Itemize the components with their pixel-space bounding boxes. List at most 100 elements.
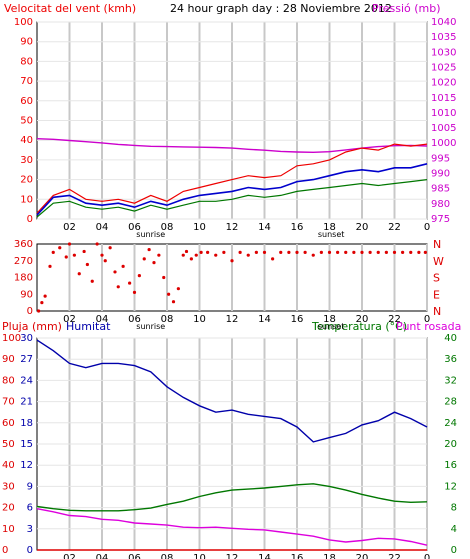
direction-point: [162, 275, 166, 280]
direction-point: [206, 250, 210, 254]
direction-point: [128, 281, 132, 285]
pressure-tick-label: 1005: [431, 123, 456, 134]
rain-tick-label: 80: [2, 375, 15, 386]
x-tick-label: 0: [424, 222, 430, 233]
x-tick-label: 02: [63, 553, 76, 559]
compass-label: S: [433, 272, 440, 285]
x-tick-label: 12: [226, 553, 239, 559]
wind-tick-label: 90: [20, 37, 33, 48]
pressure-tick-label: 1030: [431, 47, 456, 58]
x-tick-label: 22: [388, 553, 401, 559]
rain-tick-label: 10: [2, 524, 15, 535]
x-tick-label: 0: [424, 553, 430, 559]
direction-point: [384, 250, 388, 254]
temperature-tick-label: 20: [444, 439, 457, 450]
direction-point: [319, 250, 323, 254]
temperature-tick-label: 24: [444, 418, 457, 429]
x-tick-label: 20: [356, 222, 369, 233]
rain-axis-title: Pluja (mm): [2, 320, 62, 333]
direction-point: [327, 250, 332, 254]
direction-point: [230, 259, 234, 263]
direction-tick-label: 0: [27, 306, 33, 317]
x-tick-label: 04: [96, 314, 109, 325]
pressure-tick-label: 1010: [431, 108, 456, 119]
direction-point: [246, 253, 250, 257]
wind-tick-label: 80: [20, 56, 33, 67]
avg-wind-line: [36, 163, 428, 216]
x-tick-label: 14: [258, 222, 271, 233]
sunset-label: sunset: [318, 230, 345, 239]
direction-point: [48, 264, 52, 268]
direction-point: [194, 253, 198, 257]
direction-point: [409, 250, 413, 254]
direction-point: [167, 292, 171, 296]
pressure-tick-label: 990: [431, 169, 450, 180]
direction-point: [376, 250, 380, 254]
direction-point: [360, 250, 364, 254]
temperature-tick-label: 40: [444, 333, 457, 344]
direction-point: [262, 250, 267, 254]
pressure-tick-label: 1015: [431, 93, 456, 104]
wind-axis-title: Velocitat del vent (kmh): [4, 2, 136, 15]
sunset-label: sunset: [318, 322, 345, 331]
direction-point: [181, 253, 185, 257]
pressure-tick-label: 1000: [431, 138, 456, 149]
temperature-tick-label: 8: [451, 503, 457, 514]
compass-label: N: [433, 305, 441, 318]
wind-tick-label: 100: [14, 17, 33, 28]
x-tick-label: 04: [96, 553, 109, 559]
direction-point: [214, 253, 218, 257]
direction-point: [37, 309, 41, 313]
rain-tick-label: 40: [2, 460, 15, 471]
x-tick-label: 20: [356, 553, 369, 559]
direction-point: [423, 250, 427, 254]
direction-point: [287, 250, 291, 254]
x-tick-label: 06: [128, 553, 141, 559]
wind-tick-label: 30: [20, 155, 33, 166]
direction-point: [85, 262, 89, 267]
direction-point: [43, 294, 47, 298]
x-tick-label: 12: [226, 314, 239, 325]
rain-tick-label: 30: [2, 481, 15, 492]
gust-line: [36, 143, 428, 214]
temperature-axis-title: Temperatura (°C): [311, 320, 407, 333]
direction-point: [40, 301, 44, 305]
dewpoint-line: [36, 508, 428, 546]
temperature-tick-label: 0: [451, 545, 457, 556]
direction-point: [82, 249, 86, 254]
humidity-tick-label: 27: [20, 354, 33, 365]
x-tick-label: 22: [388, 314, 401, 325]
chart-layer: 0102030405060708090100975980985990995100…: [2, 17, 457, 559]
pressure-tick-label: 1035: [431, 32, 456, 43]
humidity-tick-label: 30: [20, 333, 33, 344]
rain-tick-label: 70: [2, 397, 15, 408]
x-tick-label: 08: [161, 222, 174, 233]
direction-point: [344, 250, 348, 254]
direction-point: [58, 246, 62, 250]
humidity-tick-label: 24: [20, 375, 33, 386]
min-wind-line: [36, 179, 428, 218]
pressure-axis-title: Pressió (mb): [372, 2, 441, 15]
direction-tick-label: 90: [20, 289, 33, 300]
x-tick-label: 22: [388, 222, 401, 233]
humidity-tick-label: 18: [20, 418, 33, 429]
direction-point: [311, 253, 315, 257]
rain-tick-label: 100: [2, 333, 21, 344]
direction-point: [103, 259, 107, 263]
pressure-tick-label: 985: [431, 184, 450, 195]
pressure-tick-label: 980: [431, 199, 450, 210]
temperature-tick-label: 12: [444, 481, 457, 492]
dewpoint-axis-title: Punt rosada: [396, 320, 461, 333]
direction-point: [352, 250, 356, 254]
rain-tick-label: 60: [2, 418, 15, 429]
direction-point: [95, 242, 99, 246]
x-tick-label: 18: [323, 222, 336, 233]
humidity-tick-label: 3: [27, 524, 33, 535]
compass-label: W: [433, 255, 444, 268]
direction-point: [116, 285, 120, 289]
pressure-tick-label: 975: [431, 214, 450, 225]
x-tick-label: 06: [128, 314, 141, 325]
direction-point: [90, 279, 94, 283]
x-tick-label: 16: [291, 222, 304, 233]
